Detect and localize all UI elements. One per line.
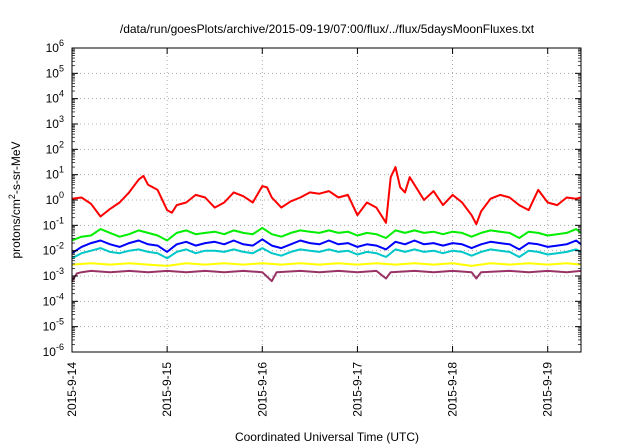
y-tick-label: 10-4 (43, 291, 64, 308)
x-tick-label: 2015-9-17 (350, 362, 364, 417)
series-group (71, 166, 582, 283)
series-line-2 (71, 226, 582, 242)
y-axis-label: protons/cm2-s-sr-MeV (7, 141, 23, 258)
series-line-1 (71, 166, 582, 226)
x-tick-label: 2015-9-19 (541, 362, 555, 417)
series-line-4 (71, 247, 582, 260)
y-tick-label: 103 (46, 114, 64, 131)
series-line-5 (71, 262, 582, 267)
y-tick-label: 10-2 (43, 241, 64, 258)
x-tick-label: 2015-9-14 (65, 362, 79, 417)
y-tick-label: 10-5 (43, 317, 64, 334)
x-axis-label: Coordinated Universal Time (UTC) (235, 430, 419, 444)
series-line-6 (71, 269, 582, 283)
y-tick-label: 102 (46, 139, 64, 156)
y-tick-label: 106 (46, 38, 64, 55)
y-tick-label: 105 (46, 63, 64, 80)
y-tick-label: 104 (46, 89, 64, 106)
series-line-3 (71, 238, 582, 255)
x-tick-label: 2015-9-18 (446, 362, 460, 417)
x-tick-label: 2015-9-15 (160, 362, 174, 417)
y-tick-label: 100 (46, 190, 64, 207)
y-tick-label: 10-6 (43, 342, 64, 359)
y-tick-label: 101 (46, 165, 64, 182)
y-tick-label: 10-3 (43, 266, 64, 283)
grid (72, 48, 581, 352)
ticks: 106 105 104 103 102 101 100 10-1 10-2 10-3 10-4 10-… (43, 38, 581, 417)
y-tick-label: 10-1 (43, 215, 64, 232)
x-tick-label: 2015-9-16 (255, 362, 269, 417)
chart-title: /data/run/goesPlots/archive/2015-09-19/0… (120, 22, 535, 36)
